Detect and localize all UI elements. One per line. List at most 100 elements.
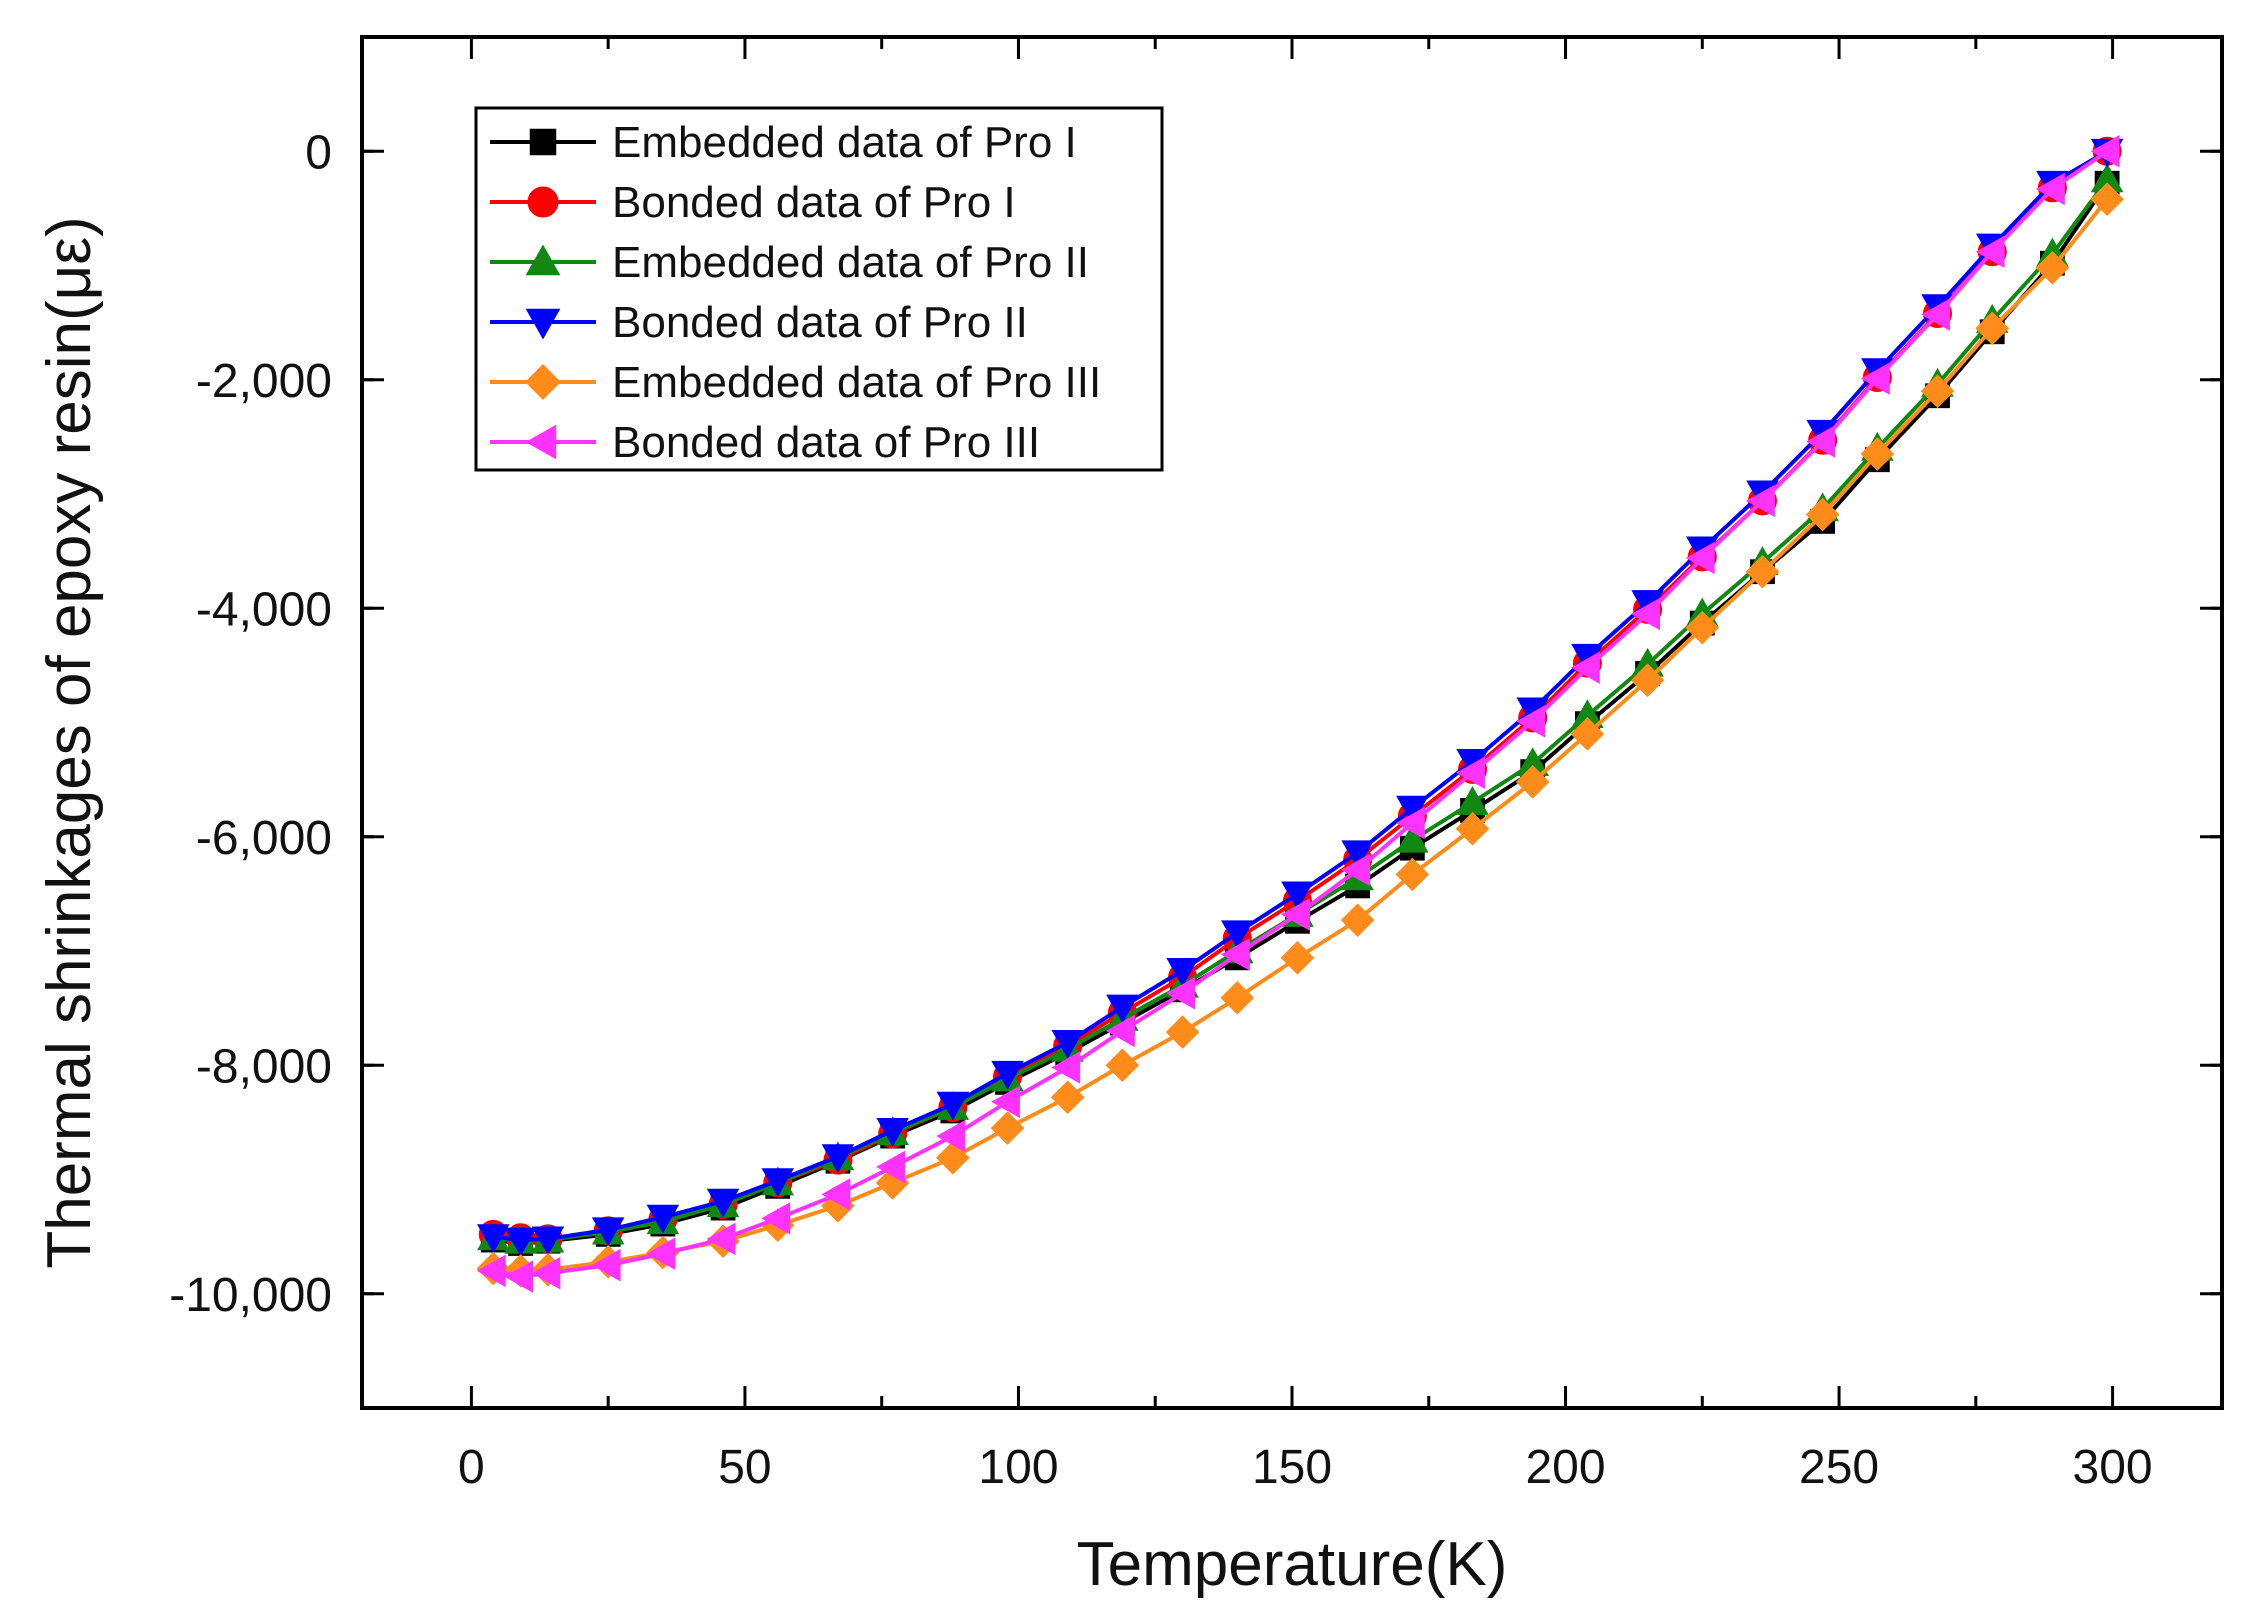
legend-item: Embedded data of Pro I — [490, 118, 1077, 167]
data-point — [531, 1256, 561, 1290]
data-point — [1221, 920, 1254, 950]
legend-item: Bonded data of Pro III — [490, 418, 1040, 467]
axis-layer: 0 50 100 150 200 250 300 0 -2,000 -4,000 -6,000 -8,… — [169, 37, 2222, 1494]
data-point — [1921, 298, 1950, 331]
data-point — [591, 1217, 625, 1247]
data-point — [1455, 811, 1490, 846]
data-point — [476, 1254, 506, 1288]
data-point — [1395, 806, 1425, 840]
data-point — [876, 1117, 909, 1147]
data-point — [531, 1226, 565, 1256]
y-tick-label: -8,000 — [196, 1040, 332, 1093]
data-point — [1570, 717, 1605, 751]
data-point — [2090, 134, 2120, 168]
data-point — [1516, 705, 1546, 738]
data-point — [1341, 853, 1371, 887]
x-tick-label: 200 — [1525, 1441, 1605, 1494]
legend-marker — [527, 186, 559, 218]
series-4 — [477, 138, 2124, 1257]
y-tick-label: -2,000 — [196, 355, 332, 408]
data-point — [821, 1144, 855, 1174]
data-point — [706, 1222, 736, 1256]
legend-item: Bonded data of Pro II — [490, 298, 1028, 347]
data-point — [504, 1227, 537, 1257]
y-tick-label: -10,000 — [169, 1269, 332, 1322]
data-point — [2035, 172, 2065, 206]
legend-label: Embedded data of Pro II — [612, 238, 1089, 287]
data-point — [1105, 1048, 1140, 1083]
legend-marker — [525, 244, 561, 276]
data-point — [821, 1178, 851, 1211]
data-point — [936, 1140, 970, 1175]
data-point — [477, 1224, 510, 1254]
data-point — [1920, 374, 1955, 408]
legend-label: Embedded data of Pro I — [612, 118, 1077, 167]
x-tick-label: 50 — [718, 1441, 771, 1494]
legend-item: Embedded data of Pro II — [490, 238, 1089, 287]
data-point — [1685, 541, 1715, 575]
data-point — [1975, 235, 2005, 269]
x-tick-label: 0 — [458, 1441, 485, 1494]
legend: Embedded data of Pro I Bonded data of Pro… — [474, 106, 1164, 472]
data-point — [991, 1085, 1020, 1119]
data-point — [1860, 362, 1890, 395]
data-point — [1975, 311, 2010, 346]
data-point — [504, 1260, 534, 1293]
data-point — [761, 1202, 791, 1235]
data-point — [1341, 840, 1374, 870]
data-point — [591, 1248, 621, 1282]
legend-marker — [529, 128, 557, 156]
data-point — [1631, 597, 1660, 631]
legend-marker — [525, 364, 561, 400]
legend-item: Embedded data of Pro III — [490, 358, 1101, 407]
legend-label: Bonded data of Pro III — [612, 418, 1040, 467]
data-point — [1746, 484, 1775, 518]
legend-marker — [525, 308, 561, 340]
y-tick-label: 0 — [305, 126, 332, 179]
legend-marker — [525, 424, 557, 460]
data-point — [1630, 663, 1665, 698]
series-6 — [476, 134, 2120, 1293]
x-tick-label: 100 — [978, 1441, 1058, 1494]
x-axis-title: Temperature(K) — [1077, 1530, 1508, 1599]
data-point — [1166, 958, 1199, 987]
data-point — [1395, 857, 1430, 892]
data-point — [1806, 425, 1836, 458]
series-layer — [476, 134, 2124, 1293]
legend-label: Bonded data of Pro II — [612, 298, 1028, 347]
data-point — [991, 1060, 1024, 1090]
data-point — [646, 1237, 676, 1271]
data-point — [990, 1111, 1025, 1145]
data-point — [1456, 756, 1485, 790]
data-point — [1340, 903, 1375, 937]
legend-box — [474, 106, 1164, 472]
legend-item: Bonded data of Pro I — [490, 178, 1016, 227]
data-point — [1166, 977, 1195, 1010]
data-point — [1050, 1080, 1085, 1115]
data-point — [1280, 941, 1315, 975]
data-point — [1105, 1014, 1135, 1048]
data-point — [1685, 610, 1720, 645]
data-point — [936, 1119, 966, 1153]
legend-label: Embedded data of Pro III — [612, 358, 1101, 407]
x-tick-label: 250 — [1799, 1441, 1879, 1494]
data-point — [1281, 881, 1314, 911]
data-point — [1106, 994, 1139, 1024]
y-tick-label: -6,000 — [196, 812, 332, 865]
x-tick-label: 150 — [1252, 1441, 1332, 1494]
data-point — [761, 1168, 795, 1198]
data-point — [1745, 554, 1780, 589]
x-tick-label: 300 — [2073, 1441, 2153, 1494]
data-point — [646, 1204, 680, 1234]
data-point — [2090, 182, 2124, 217]
data-point — [936, 1091, 970, 1121]
data-point — [1570, 651, 1600, 684]
legend-label: Bonded data of Pro I — [612, 178, 1016, 227]
data-point — [1051, 1051, 1081, 1084]
data-point — [1396, 823, 1429, 853]
data-point — [1165, 1015, 1200, 1049]
data-point — [1515, 765, 1550, 799]
data-point — [1805, 497, 1840, 532]
data-point — [876, 1150, 906, 1184]
